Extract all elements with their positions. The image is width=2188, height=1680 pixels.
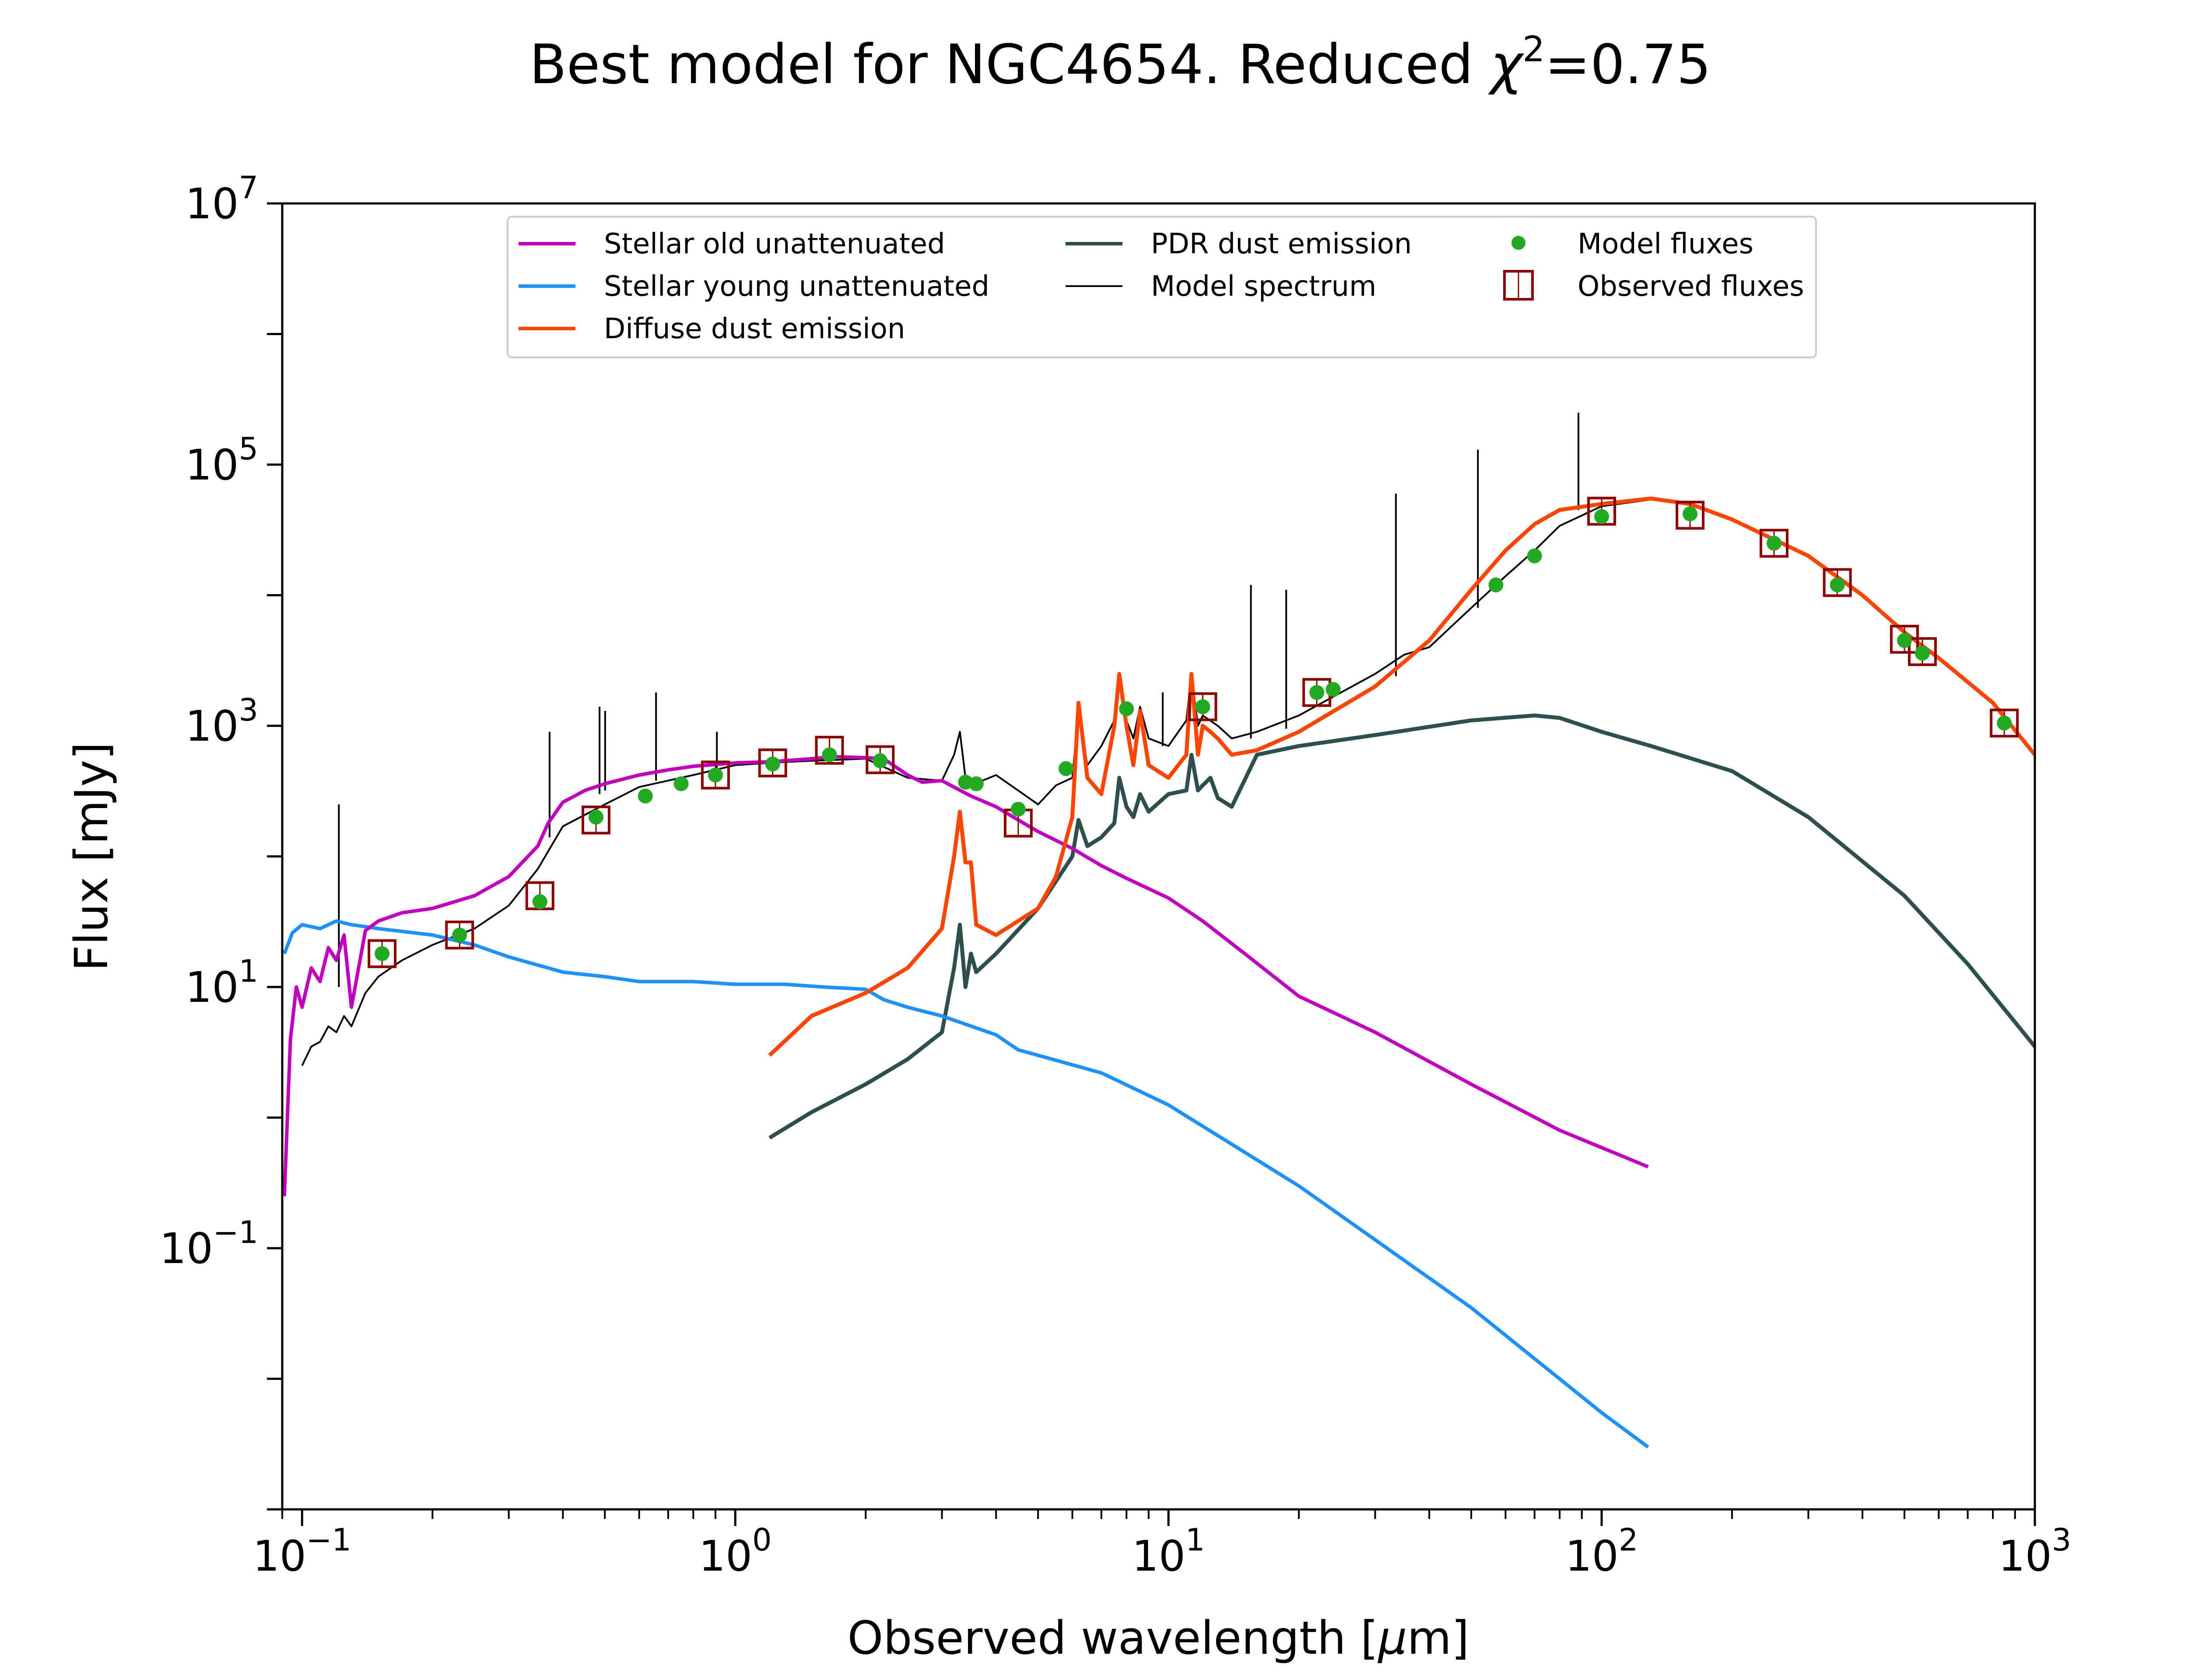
x-tick-label: 103 xyxy=(1999,1522,2072,1581)
legend-item-pdr-dust: PDR dust emission xyxy=(1066,228,1412,260)
legend-label: Stellar young unattenuated xyxy=(604,270,989,303)
model-flux-point xyxy=(375,946,390,961)
legend-label: Diffuse dust emission xyxy=(604,313,905,345)
legend-label: Stellar old unattenuated xyxy=(604,228,945,260)
series-line-pdr-dust xyxy=(768,713,2035,1140)
model-flux-point xyxy=(1767,536,1782,551)
y-axis-title: Flux [mJy] xyxy=(65,742,118,971)
series-line-diffuse-dust xyxy=(768,497,2035,1057)
legend-frame xyxy=(507,216,1817,358)
model-flux-point xyxy=(968,776,984,791)
model-flux-point xyxy=(588,809,603,825)
legend-swatch xyxy=(1511,236,1525,250)
model-flux-point xyxy=(1488,577,1504,592)
legend-label: Observed fluxes xyxy=(1578,270,1804,303)
legend-item-stellar-young: Stellar young unattenuated xyxy=(519,270,989,303)
model-flux-point xyxy=(1997,715,2012,731)
model-flux-point xyxy=(452,928,467,943)
chart-title: Best model for NGC4654. Reduced χ2=0.75 xyxy=(529,29,1711,96)
plot-background xyxy=(282,203,2035,1509)
legend-item-model-fluxes: Model fluxes xyxy=(1511,228,1753,260)
x-axis-title: Observed wavelength [μm] xyxy=(848,1611,1469,1665)
series-layer xyxy=(282,413,2035,1449)
y-tick-label: 101 xyxy=(185,953,258,1012)
model-flux-point xyxy=(1594,509,1609,524)
x-tick-label: 101 xyxy=(1132,1522,1205,1581)
series-line-stellar-old xyxy=(282,755,1649,1197)
x-tick-label: 100 xyxy=(699,1522,772,1581)
model-flux-point xyxy=(1897,633,1912,648)
series-line-stellar-young xyxy=(283,919,1649,1449)
y-tick-label: 103 xyxy=(185,692,258,751)
x-tick-label: 102 xyxy=(1565,1522,1638,1581)
model-flux-point xyxy=(1119,701,1134,717)
model-flux-point xyxy=(1195,699,1210,714)
model-flux-point xyxy=(873,753,888,768)
legend-label: PDR dust emission xyxy=(1151,228,1412,260)
legend-item-model-spectrum: Model spectrum xyxy=(1066,270,1376,303)
legend-item-observed-fluxes: Observed fluxes xyxy=(1503,270,1804,303)
model-flux-point xyxy=(1058,761,1073,776)
model-flux-point xyxy=(1325,682,1341,697)
model-flux-point xyxy=(1010,802,1026,817)
model-flux-point xyxy=(1527,548,1542,564)
model-flux-point xyxy=(1830,577,1845,592)
model-flux-point xyxy=(1683,506,1698,522)
model-flux-point xyxy=(708,767,723,783)
legend-label: Model fluxes xyxy=(1578,228,1753,260)
model-flux-point xyxy=(765,756,780,772)
model-flux-point xyxy=(1309,685,1325,700)
plot-area xyxy=(281,202,2036,1511)
legend-item-stellar-old: Stellar old unattenuated xyxy=(519,228,945,260)
y-tick-label: 107 xyxy=(185,170,258,228)
legend: Stellar old unattenuated Stellar young un… xyxy=(507,216,1817,358)
model-flux-point xyxy=(1914,645,1930,661)
legend-item-diffuse-dust: Diffuse dust emission xyxy=(519,313,905,345)
axis-ticks: 10−1 100 101 102 103 10−1 101 103 105 107 xyxy=(160,170,2072,1581)
x-tick-label: 10−1 xyxy=(253,1522,351,1581)
markers-layer xyxy=(368,497,2019,968)
legend-label: Model spectrum xyxy=(1151,270,1376,303)
model-flux-point xyxy=(638,788,653,804)
y-tick-label: 10−1 xyxy=(160,1214,258,1273)
y-tick-label: 105 xyxy=(185,431,258,490)
model-flux-point xyxy=(822,747,837,763)
model-flux-point xyxy=(673,776,689,791)
model-flux-point xyxy=(532,894,547,910)
